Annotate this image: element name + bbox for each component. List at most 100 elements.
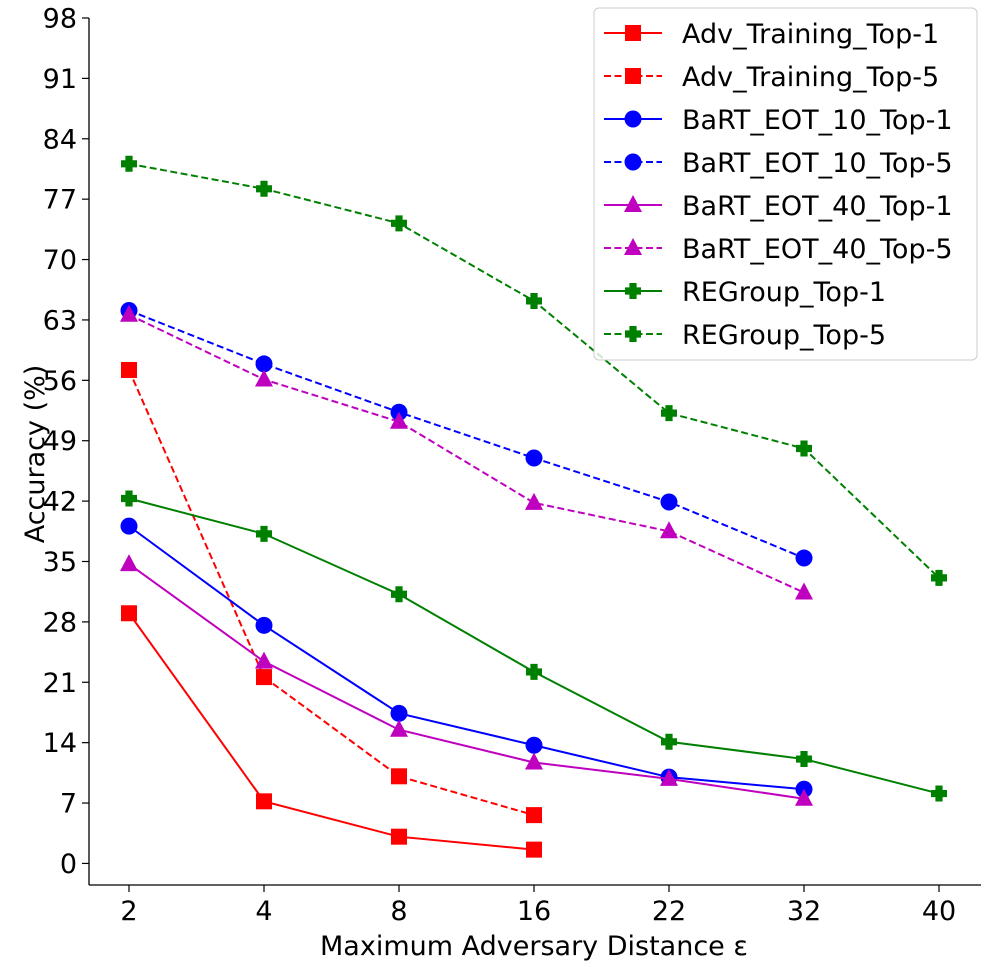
data-point bbox=[256, 793, 272, 810]
legend-marker bbox=[624, 195, 642, 212]
y-tick-label: 21 bbox=[43, 668, 77, 699]
legend-marker bbox=[624, 238, 642, 255]
legend-item: BaRT_EOT_40_Top-1 bbox=[604, 191, 953, 222]
series-line bbox=[128, 612, 535, 851]
legend: Adv_Training_Top-1 Adv_Training_Top-5 BaRT… bbox=[593, 7, 978, 361]
legend-label: BaRT_EOT_10_Top-1 bbox=[682, 105, 953, 136]
legend-box bbox=[593, 7, 978, 361]
series-line bbox=[128, 369, 535, 817]
y-tick-label: 84 bbox=[43, 124, 77, 155]
data-point bbox=[121, 605, 137, 622]
x-tick-label: 8 bbox=[390, 896, 407, 927]
y-tick-label: 70 bbox=[43, 245, 77, 276]
y-tick-label: 63 bbox=[43, 305, 77, 336]
legend-marker bbox=[625, 25, 641, 41]
x-tick-label: 22 bbox=[652, 896, 686, 927]
data-point bbox=[526, 292, 542, 309]
data-point bbox=[391, 828, 407, 845]
series-BaRT_EOT_40_Top-5 bbox=[120, 304, 813, 600]
data-point bbox=[255, 616, 273, 634]
legend-label: REGroup_Top-1 bbox=[682, 277, 886, 308]
y-tick-label: 7 bbox=[60, 789, 77, 820]
data-point bbox=[931, 569, 947, 586]
legend-item: REGroup_Top-1 bbox=[604, 277, 886, 308]
series-line bbox=[128, 313, 805, 594]
data-point bbox=[391, 586, 407, 603]
data-point bbox=[660, 493, 678, 511]
data-point bbox=[255, 355, 273, 373]
data-point bbox=[525, 752, 543, 770]
data-point bbox=[390, 411, 408, 429]
data-point bbox=[120, 517, 138, 535]
legend-marker bbox=[625, 326, 641, 342]
data-point bbox=[390, 704, 408, 722]
data-point bbox=[121, 361, 137, 378]
legend-item: BaRT_EOT_10_Top-5 bbox=[604, 148, 953, 179]
legend-item: BaRT_EOT_40_Top-5 bbox=[604, 234, 953, 265]
series-line bbox=[128, 309, 805, 559]
data-point bbox=[121, 155, 137, 172]
y-tick-label: 56 bbox=[43, 366, 77, 397]
legend-label: BaRT_EOT_40_Top-5 bbox=[682, 234, 953, 265]
data-point bbox=[120, 304, 138, 322]
legend-label: BaRT_EOT_10_Top-5 bbox=[682, 148, 953, 179]
data-point bbox=[256, 669, 272, 686]
legend-item: REGroup_Top-5 bbox=[604, 320, 886, 351]
data-point bbox=[660, 521, 678, 539]
data-point bbox=[256, 525, 272, 542]
y-tick-label: 49 bbox=[43, 426, 77, 457]
y-tick-label: 91 bbox=[43, 64, 77, 95]
series-line bbox=[128, 525, 805, 791]
x-tick-label: 32 bbox=[787, 896, 821, 927]
series-BaRT_EOT_10_Top-1 bbox=[120, 517, 813, 798]
x-axis-label: Maximum Adversary Distance ε bbox=[320, 931, 748, 962]
y-tick-label: 77 bbox=[43, 185, 77, 216]
legend-marker bbox=[624, 153, 642, 171]
x-tick-label: 4 bbox=[255, 896, 272, 927]
series-REGroup_Top-1 bbox=[121, 490, 947, 802]
x-tick-label: 2 bbox=[120, 896, 137, 927]
y-axis-label: Accuracy (%) bbox=[20, 365, 51, 544]
data-point bbox=[255, 369, 273, 387]
data-point bbox=[526, 663, 542, 680]
series-line bbox=[128, 563, 805, 800]
data-point bbox=[256, 180, 272, 197]
data-point bbox=[255, 651, 273, 669]
series-Adv_Training_Top-1 bbox=[121, 605, 542, 858]
y-tick-label: 35 bbox=[43, 547, 77, 578]
data-point bbox=[661, 733, 677, 750]
legend-label: REGroup_Top-5 bbox=[682, 320, 886, 351]
data-point bbox=[796, 440, 812, 457]
data-point bbox=[931, 785, 947, 802]
data-point bbox=[660, 768, 678, 786]
data-point bbox=[525, 449, 543, 467]
data-point bbox=[526, 807, 542, 824]
y-tick-label: 28 bbox=[43, 607, 77, 638]
data-point bbox=[796, 751, 812, 768]
legend-marker bbox=[624, 110, 642, 128]
data-point bbox=[526, 841, 542, 858]
legend-item: BaRT_EOT_10_Top-1 bbox=[604, 105, 953, 136]
data-point bbox=[390, 719, 408, 737]
series-Adv_Training_Top-5 bbox=[121, 361, 542, 824]
y-tick-label: 98 bbox=[43, 4, 77, 35]
y-tick-label: 14 bbox=[43, 728, 77, 759]
series-REGroup_Top-5 bbox=[121, 155, 947, 586]
data-point bbox=[795, 582, 813, 600]
legend-item: Adv_Training_Top-1 bbox=[604, 19, 939, 50]
data-point bbox=[795, 549, 813, 567]
data-point bbox=[121, 490, 137, 507]
data-point bbox=[391, 768, 407, 785]
y-tick-label: 0 bbox=[60, 849, 77, 880]
y-tick-label: 42 bbox=[43, 487, 77, 518]
x-tick-label: 40 bbox=[922, 896, 956, 927]
legend-label: Adv_Training_Top-5 bbox=[682, 62, 939, 93]
data-point bbox=[525, 492, 543, 510]
legend-label: Adv_Training_Top-1 bbox=[682, 19, 939, 50]
data-point bbox=[525, 736, 543, 754]
legend-marker bbox=[625, 68, 641, 84]
x-tick-label: 16 bbox=[517, 896, 551, 927]
series-BaRT_EOT_40_Top-1 bbox=[120, 554, 813, 806]
legend-item: Adv_Training_Top-5 bbox=[604, 62, 939, 93]
